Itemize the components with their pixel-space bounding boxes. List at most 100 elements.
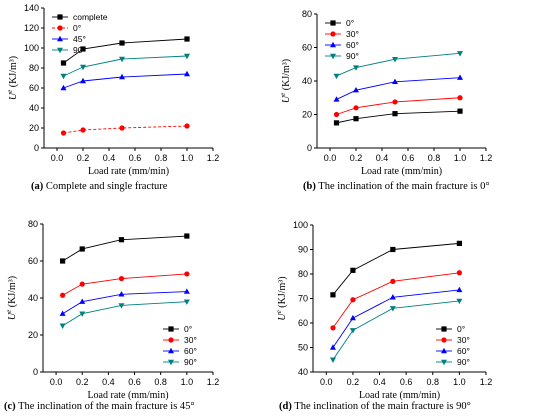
legend-marker — [57, 25, 63, 31]
data-point — [456, 286, 463, 293]
y-tick-label: 60 — [29, 83, 39, 93]
y-axis-label-sup: e — [279, 93, 287, 96]
series-line — [332, 242, 460, 296]
data-point — [119, 40, 125, 46]
data-point — [80, 77, 86, 84]
y-tick-label: 40 — [302, 76, 312, 86]
legend-label: 90° — [184, 357, 197, 367]
data-point — [79, 281, 85, 287]
data-point — [79, 298, 86, 304]
y-tick-label: 120 — [24, 23, 39, 33]
series-line — [332, 300, 460, 361]
data-point — [353, 87, 359, 93]
x-tick-label: 0.8 — [428, 153, 441, 163]
y-axis-label-symbol: U — [8, 92, 19, 100]
series-line — [62, 291, 187, 315]
chart-b: 0.0 0.2 0.4 0.6 0.8 1.0 1.2 0 20 40 60 80 Load rate … — [279, 9, 492, 177]
x-tick-label: 0.8 — [155, 153, 168, 163]
x-tick-label: 0.8 — [427, 377, 440, 387]
data-point — [329, 357, 336, 363]
data-point — [184, 36, 190, 42]
legend-marker — [168, 326, 174, 332]
data-point — [392, 78, 398, 85]
data-point — [333, 73, 340, 80]
series-line — [336, 52, 461, 77]
x-tick-label: 0.6 — [128, 377, 141, 387]
caption-a-text: Complete and single fracture — [43, 181, 168, 192]
series-line — [62, 273, 187, 296]
y-axis-label: Ue (KJ/m³) — [5, 276, 18, 320]
x-tick-label: 0.4 — [102, 377, 115, 387]
x-tick-label: 1.0 — [453, 377, 466, 387]
y-axis-label-unit: (KJ/m³) — [281, 59, 292, 93]
data-point — [119, 125, 125, 131]
data-point — [349, 328, 356, 334]
x-tick-label: 0.4 — [373, 377, 386, 387]
y-axis-label-symbol: U — [281, 95, 292, 103]
legend-label: 0° — [184, 324, 192, 334]
x-axis-label: Load rate (mm/min) — [361, 166, 442, 177]
data-point — [60, 73, 67, 80]
data-point — [392, 111, 398, 117]
x-tick-label: 0.4 — [103, 153, 116, 163]
caption-b-text: The inclination of the main fracture is … — [315, 181, 490, 192]
legend-label: 0° — [73, 23, 81, 33]
legend-marker — [441, 326, 447, 332]
data-point — [389, 306, 396, 312]
y-axis-label-unit: (KJ/m³) — [7, 276, 18, 310]
chart-a: 0.0 0.2 0.4 0.6 0.8 1.0 1.2 0 20 40 60 80 100 120 140 L… — [6, 3, 219, 177]
x-tick-label: 0.0 — [320, 377, 333, 387]
data-point — [389, 294, 396, 300]
legend-label: complete — [73, 12, 108, 22]
series-line — [63, 38, 188, 64]
legend-label: 30° — [457, 335, 470, 345]
y-tick-label: 80 — [28, 219, 38, 229]
data-point — [353, 105, 359, 111]
data-point — [349, 314, 356, 321]
data-point — [456, 240, 462, 246]
data-point — [118, 237, 125, 243]
data-point — [118, 275, 125, 282]
chart-c: 0.0 0.2 0.4 0.6 0.8 1.0 1.2 0 20 40 60 80 Load rate … — [5, 219, 219, 401]
y-tick-label: 0 — [34, 143, 39, 153]
y-tick-label: 100 — [24, 43, 39, 53]
data-point — [456, 270, 462, 276]
series-line — [62, 235, 187, 262]
caption-b: (b) The inclination of the main fracture… — [303, 181, 490, 192]
legend-label: 60° — [184, 346, 197, 356]
y-tick-label: 40 — [298, 367, 308, 377]
y-tick-label: 60 — [298, 318, 308, 328]
data-point — [330, 325, 336, 331]
x-tick-label: 1.0 — [181, 377, 194, 387]
series-line — [62, 301, 187, 327]
y-tick-label: 0 — [33, 367, 38, 377]
legend-label: 30° — [184, 335, 197, 345]
legend-label: 90° — [346, 51, 359, 61]
data-point — [390, 278, 396, 284]
data-point — [60, 292, 66, 298]
legend-marker — [168, 337, 174, 343]
caption-c: (c) The inclination of the main fracture… — [4, 401, 195, 412]
legend-label: 0° — [457, 324, 465, 334]
caption-b-letter: (b) — [303, 181, 316, 192]
y-axis-label: Ue (KJ/m³) — [275, 276, 288, 320]
legend-marker — [330, 53, 336, 60]
chart-d: 0.0 0.2 0.4 0.6 0.8 1.0 1.2 40 50 60 70 80 90 100 Load… — [275, 220, 492, 401]
y-tick-label: 80 — [29, 63, 39, 73]
x-axis-label: Load rate (mm/min) — [359, 390, 440, 401]
caption-c-letter: (c) — [4, 401, 16, 412]
caption-d-text: The inclination of the main fracture is … — [291, 401, 471, 412]
legend-marker — [168, 347, 174, 354]
legend-marker — [57, 47, 63, 54]
legend-label: 90° — [457, 357, 470, 367]
y-tick-label: 100 — [293, 220, 308, 230]
data-point — [456, 298, 463, 305]
series-line — [336, 97, 461, 115]
legend-marker — [57, 14, 63, 20]
y-axis-label-symbol: U — [277, 313, 288, 321]
y-axis-label: Ue (KJ/m³) — [279, 59, 292, 103]
legend-label: 60° — [346, 40, 359, 50]
x-tick-label: 0.4 — [376, 153, 389, 163]
data-point — [60, 84, 67, 91]
legend-marker — [330, 20, 336, 26]
